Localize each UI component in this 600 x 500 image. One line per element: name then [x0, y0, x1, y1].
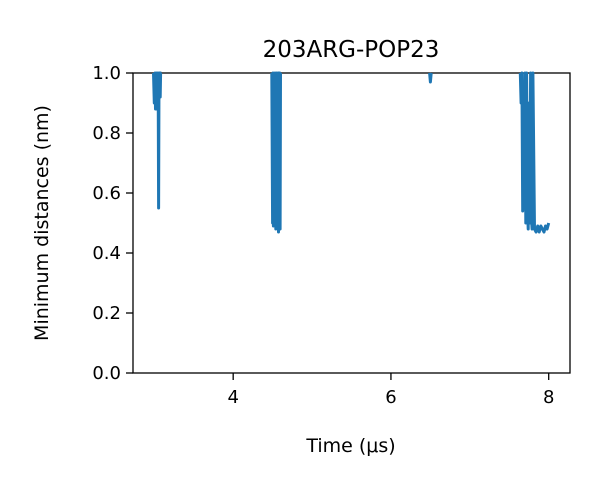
chart-title: 203ARG-POP23	[263, 37, 440, 63]
y-tick-label: 0.2	[92, 303, 121, 324]
y-tick-label: 0.8	[92, 123, 121, 144]
series-line-segment-4	[518, 71, 551, 234]
y-axis-ticks: 0.0 0.2 0.4 0.6 0.8 1.0	[92, 63, 133, 384]
y-axis-label: Minimum distances (nm)	[31, 105, 53, 341]
y-tick-label: 0.0	[92, 363, 121, 384]
x-axis-label: Time (μs)	[305, 435, 395, 457]
x-axis-ticks: 4 6 8	[227, 373, 554, 408]
y-tick-label: 0.4	[92, 243, 121, 264]
plot-frame	[132, 72, 571, 374]
y-tick-label: 0.6	[92, 183, 121, 204]
x-tick-label: 8	[543, 387, 554, 408]
x-tick-label: 4	[227, 387, 238, 408]
series-layer	[152, 71, 551, 234]
series-line-segment-1	[152, 71, 163, 210]
series-line-segment-3	[428, 72, 433, 84]
x-tick-label: 6	[385, 387, 396, 408]
y-tick-label: 1.0	[92, 63, 121, 84]
series-line-segment-2	[270, 71, 282, 234]
